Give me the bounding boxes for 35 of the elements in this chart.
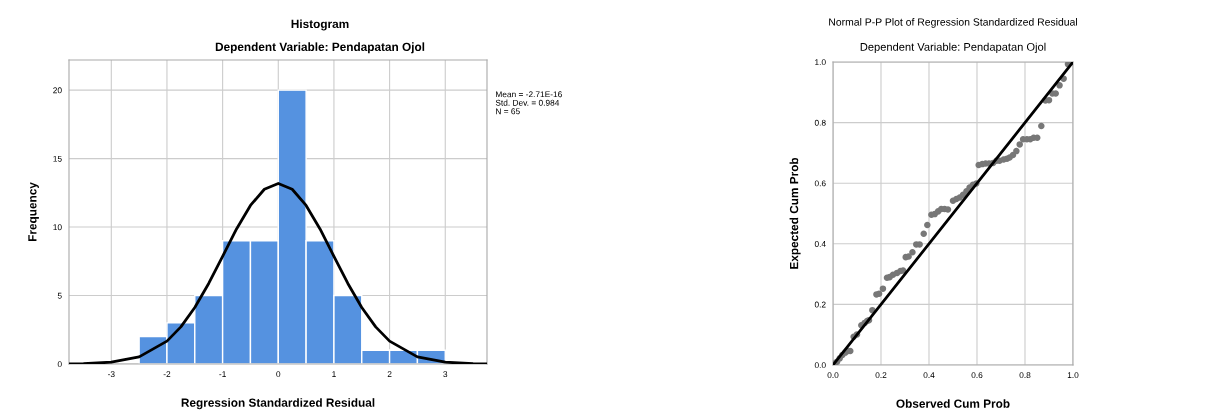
y-tick-label: 20 (53, 87, 62, 94)
x-tick-label: 3 (443, 371, 448, 378)
y-tick-label: 10 (53, 224, 62, 231)
y-tick-label: 0.8 (814, 119, 826, 126)
text: N = 65 (496, 108, 520, 115)
x-axis-title: Regression Standardized Residual (181, 398, 375, 410)
y-tick-label: 0.6 (814, 180, 826, 187)
x-tick-label: 1 (332, 371, 336, 377)
x-tick-label: 0.2 (875, 372, 887, 379)
y-tick-label: 0.0 (814, 362, 826, 369)
text: Mean = -2.71E-16 (496, 91, 562, 98)
x-tick-label: 0 (276, 371, 281, 378)
x-tick-label: 2 (387, 371, 392, 377)
chart-subtitle: Dependent Variable: Pendapatan Ojol (860, 42, 1046, 54)
x-tick-label: 0.8 (1019, 372, 1031, 379)
x-tick-label: -1 (219, 371, 226, 377)
chart-title: Normal P-P Plot of Regression Standardized Residual (829, 18, 1077, 28)
x-axis-title: Observed Cum Prob (896, 399, 1010, 408)
chart-subtitle: Dependent Variable: Pendapatan Ojol (215, 42, 425, 54)
x-tick-label: 0.6 (971, 372, 983, 379)
y-axis-title: Expected Cum Prob (789, 157, 801, 269)
x-tick-label: -3 (107, 371, 115, 378)
y-tick-label: 0 (57, 361, 62, 368)
x-tick-label: 1.0 (1067, 372, 1079, 379)
y-tick-label: 15 (53, 155, 62, 162)
text: Std. Dev. = 0.984 (495, 99, 560, 106)
y-tick-label: 5 (57, 292, 62, 299)
y-tick-label: 0.4 (814, 241, 826, 247)
x-tick-label: 0.4 (923, 372, 935, 379)
chart-title: Histogram (291, 19, 349, 31)
y-tick-label: 1.0 (815, 59, 826, 66)
x-tick-label: 0.0 (827, 372, 839, 379)
x-tick-label: -2 (163, 371, 171, 377)
y-tick-label: 0.2 (814, 301, 826, 308)
y-axis-title: Frequency (28, 182, 39, 242)
